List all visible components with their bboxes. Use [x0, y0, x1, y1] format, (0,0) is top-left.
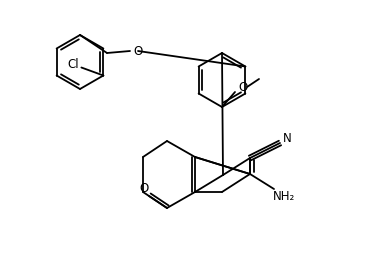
Text: O: O — [139, 181, 149, 195]
Text: Cl: Cl — [68, 58, 79, 71]
Text: NH₂: NH₂ — [273, 190, 295, 204]
Text: N: N — [283, 132, 291, 144]
Text: O: O — [238, 81, 248, 94]
Text: O: O — [133, 45, 143, 57]
